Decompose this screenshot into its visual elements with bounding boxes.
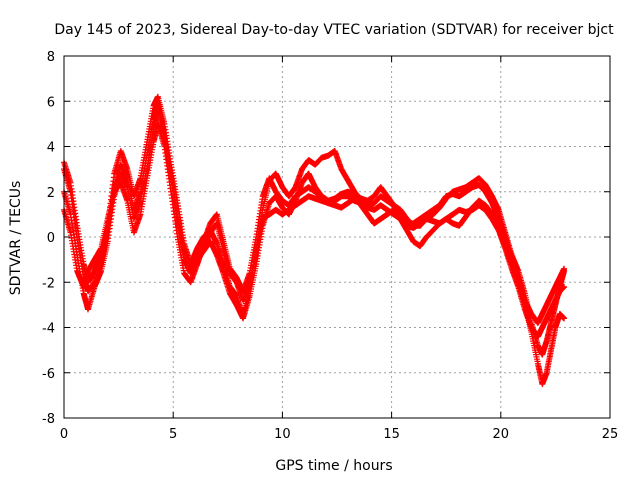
x-tick-label: 10 xyxy=(274,427,291,442)
plus-markers xyxy=(61,107,568,388)
y-tick-label: 8 xyxy=(47,50,55,65)
y-tick-label: -2 xyxy=(42,276,55,291)
x-tick-label: 5 xyxy=(169,427,177,442)
data-points xyxy=(61,93,568,388)
y-tick-label: 2 xyxy=(47,186,55,201)
grid xyxy=(64,56,610,418)
y-tick-label: -4 xyxy=(42,322,55,337)
x-axis-ticks: 0 5 10 15 20 25 xyxy=(60,56,618,442)
y-tick-label: 4 xyxy=(47,141,55,156)
x-tick-label: 20 xyxy=(493,427,510,442)
x-tick-label: 0 xyxy=(60,427,68,442)
series-3 xyxy=(61,120,568,340)
x-axis-label: GPS time / hours xyxy=(275,458,392,474)
y-axis-ticks: -8 -6 -4 -2 0 2 4 6 8 xyxy=(42,50,610,427)
x-tick-label: 15 xyxy=(383,427,400,442)
y-tick-label: -8 xyxy=(42,412,55,427)
y-axis-label: SDTVAR / TECUs xyxy=(8,181,24,296)
y-tick-label: 0 xyxy=(47,231,55,246)
plus-markers xyxy=(61,120,568,340)
y-tick-label: -6 xyxy=(42,367,55,382)
y-tick-label: 6 xyxy=(47,95,55,110)
chart-title: Day 145 of 2023, Sidereal Day-to-day VTE… xyxy=(54,22,614,38)
x-tick-label: 25 xyxy=(602,427,619,442)
series-2 xyxy=(61,107,568,388)
